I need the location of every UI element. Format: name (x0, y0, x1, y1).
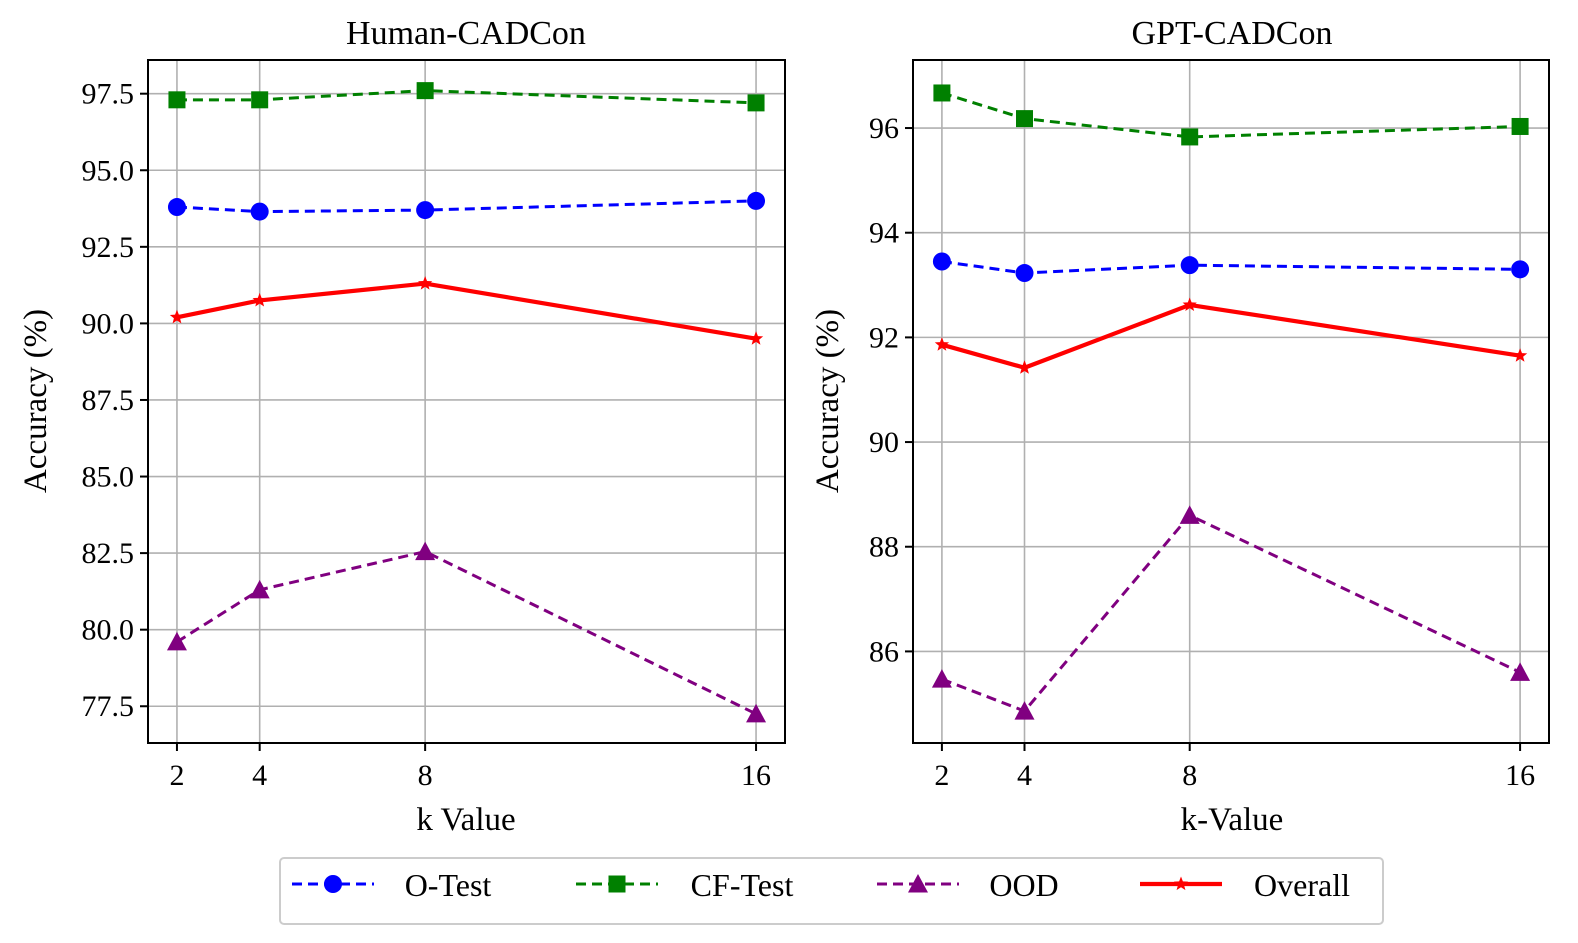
y-tick-label: 90 (869, 426, 899, 459)
data-point-ood (1179, 505, 1200, 524)
x-tick-label: 2 (934, 759, 949, 792)
chart-human-cadcon: Human-CADCon k Value Accuracy (%) 77.5 80… (18, 15, 786, 838)
data-point-o-test (1511, 260, 1530, 279)
y-tick-label: 95.0 (82, 154, 135, 187)
chart-gpt-cadcon: GPT-CADCon k-Value Accuracy (%) 86 88 90 92… (810, 15, 1550, 838)
y-axis-label: Accuracy (%) (18, 309, 54, 493)
x-tick-label: 16 (1505, 759, 1535, 792)
data-point-cf-test (1181, 128, 1199, 146)
data-point-o-test (747, 191, 766, 210)
y-tick-label: 86 (869, 635, 899, 668)
series-line-o-test (941, 260, 1521, 275)
data-point-overall (1017, 360, 1032, 374)
x-axis-label: k-Value (1181, 802, 1284, 838)
data-point-o-test (250, 202, 269, 221)
data-point-overall (169, 309, 185, 324)
data-point-ood (931, 669, 952, 688)
data-point-overall (252, 292, 267, 307)
data-point-overall (418, 276, 433, 290)
data-point-o-test (1015, 264, 1034, 283)
legend-label-ood: OOD (989, 867, 1058, 903)
series-line-overall (941, 302, 1521, 370)
data-point-ood (415, 541, 436, 561)
data-point-o-test (416, 201, 435, 220)
data-point-cf-test (251, 91, 269, 109)
x-tick-label: 8 (1182, 759, 1197, 792)
series-line-ood (176, 550, 757, 716)
series-overall (934, 297, 1528, 374)
series-line-cf-test (941, 91, 1521, 139)
grid-lines (913, 60, 1549, 743)
series-cf-test (168, 82, 765, 112)
x-tick-label: 4 (252, 759, 267, 792)
series-ood (931, 505, 1531, 720)
data-point-cf-test (933, 84, 951, 102)
data-point-o-test (167, 198, 186, 217)
y-tick-label: 80.0 (82, 614, 135, 647)
series-ood (166, 541, 767, 723)
y-tick-label: 88 (869, 531, 899, 564)
y-tick-label: 92 (869, 321, 899, 354)
y-tick-label: 77.5 (82, 690, 135, 723)
legend-marker-cf-test (608, 875, 626, 893)
chart-title: Human-CADCon (346, 15, 586, 52)
plot-frame (147, 59, 786, 744)
x-tick-label: 4 (1017, 759, 1032, 792)
legend-label-o-test: O-Test (405, 867, 492, 903)
legend-item-o-test: O-Test (292, 867, 491, 903)
y-tick-label: 96 (869, 112, 899, 145)
legend-item-overall: Overall (1140, 867, 1350, 903)
y-tick-label: 94 (869, 217, 899, 250)
plot-frame (912, 59, 1550, 744)
legend-marker-overall (1173, 876, 1189, 891)
data-point-cf-test (747, 94, 765, 112)
data-point-o-test (1180, 256, 1199, 275)
data-point-cf-test (1016, 110, 1034, 128)
y-tick-label: 87.5 (82, 384, 135, 417)
x-tick-label: 8 (418, 759, 433, 792)
legend-item-cf-test: CF-Test (576, 867, 793, 903)
chart-title: GPT-CADCon (1132, 15, 1333, 52)
legend-item-ood: OOD (877, 867, 1059, 903)
data-point-cf-test (1511, 117, 1529, 135)
grid-lines (148, 60, 785, 743)
series-line-overall (176, 281, 757, 341)
x-tick-label: 2 (169, 759, 184, 792)
y-tick-label: 92.5 (82, 231, 135, 264)
series-line-o-test (176, 199, 757, 214)
x-tick-label: 16 (741, 759, 771, 792)
x-axis-label: k Value (416, 802, 515, 838)
series-o-test (932, 252, 1530, 283)
legend-label-overall: Overall (1254, 867, 1350, 903)
series-line-cf-test (176, 89, 757, 105)
data-point-o-test (932, 252, 951, 271)
series-cf-test (933, 84, 1529, 146)
legend-marker-ood (908, 874, 928, 893)
data-point-ood (1014, 701, 1035, 720)
data-point-overall (934, 337, 950, 351)
data-point-overall (1182, 297, 1197, 312)
data-point-cf-test (168, 91, 186, 109)
legend-marker-o-test (324, 875, 342, 893)
data-point-overall (748, 331, 764, 345)
data-point-ood (1510, 662, 1531, 681)
legend-box (279, 857, 1384, 925)
series-o-test (167, 191, 766, 221)
series-overall (169, 276, 764, 345)
data-point-cf-test (416, 82, 434, 100)
y-axis-label: Accuracy (%) (810, 309, 846, 493)
series-line-ood (941, 513, 1521, 713)
data-point-overall (1512, 348, 1528, 362)
legend: O-Test CF-Test OOD Overall (279, 857, 1384, 925)
y-tick-label: 97.5 (82, 78, 135, 111)
data-point-ood (166, 631, 187, 651)
data-point-ood (249, 579, 270, 599)
y-tick-label: 90.0 (82, 307, 135, 340)
y-tick-label: 82.5 (82, 537, 135, 570)
data-point-ood (746, 703, 767, 723)
y-tick-label: 85.0 (82, 461, 135, 494)
legend-label-cf-test: CF-Test (691, 867, 794, 903)
